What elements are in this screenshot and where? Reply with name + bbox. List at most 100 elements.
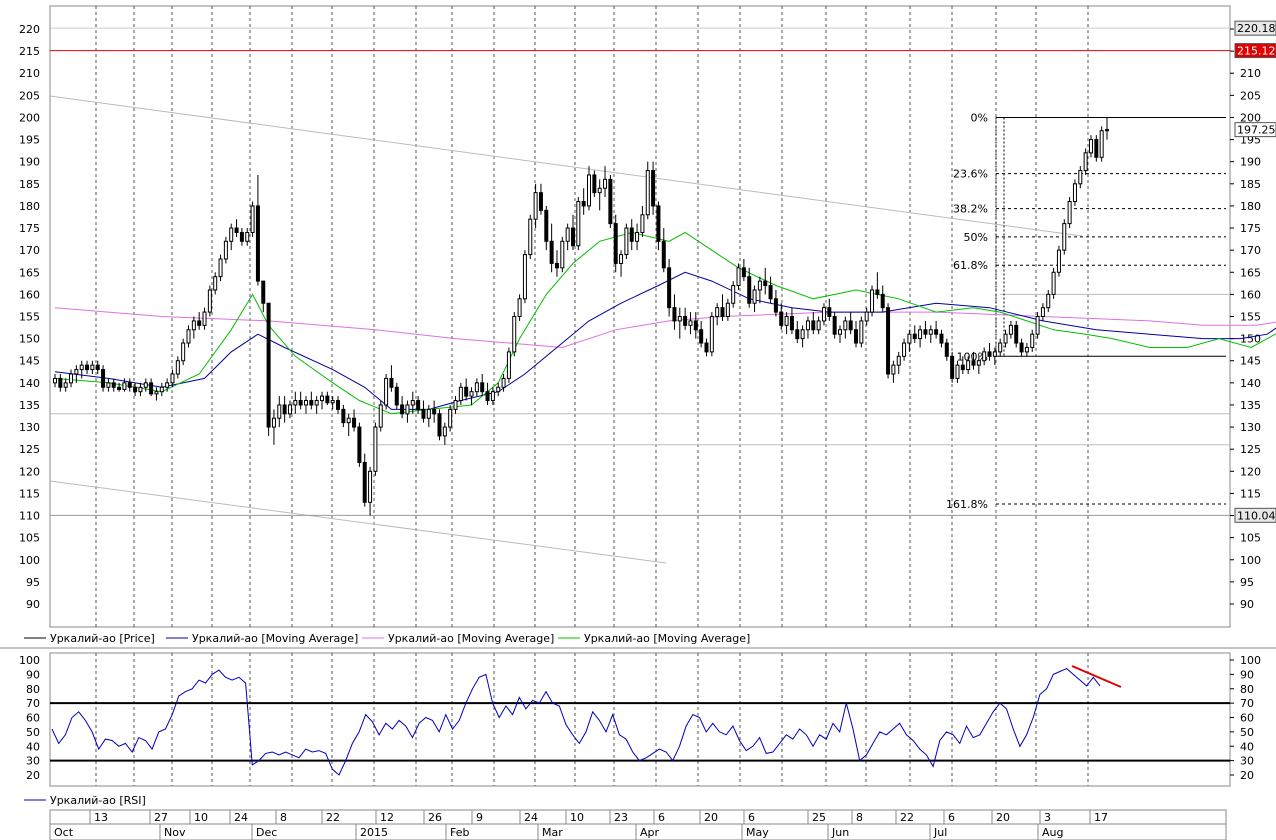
- candle-body: [805, 320, 810, 331]
- week-label-16: 8: [856, 811, 863, 824]
- candle-body: [522, 254, 527, 300]
- candle-body: [544, 209, 549, 242]
- price-ytick-right: 115: [1240, 487, 1261, 500]
- candle-body: [1040, 307, 1045, 317]
- fib-label-6: 161.8%: [946, 498, 988, 511]
- candle-body: [1078, 170, 1083, 185]
- price-ytick-right: 210: [1240, 67, 1261, 80]
- candle-body: [752, 289, 757, 304]
- price-ytick-left: 95: [26, 576, 40, 589]
- high-tag: 220.188: [1237, 22, 1276, 35]
- fib-label-0: 0%: [971, 111, 988, 124]
- low-tag: 110.048: [1237, 509, 1276, 522]
- price-ytick-right: 190: [1240, 156, 1261, 169]
- candle-body: [74, 369, 79, 375]
- candle-body: [1083, 152, 1088, 172]
- week-label-6: 12: [380, 811, 394, 824]
- price-ytick-right: 100: [1240, 554, 1261, 567]
- candle-body: [656, 205, 661, 242]
- price-candles: [53, 117, 1109, 516]
- price-ytick-right: 175: [1240, 222, 1261, 235]
- high-tag-bg: [1234, 20, 1276, 36]
- candle-body: [533, 192, 538, 220]
- fib-label-1: 23.6%: [953, 168, 988, 181]
- candle-body: [175, 360, 180, 375]
- resistance-tag-bg: [1234, 43, 1276, 59]
- month-label-9: Jul: [933, 826, 947, 839]
- price-ytick-right: 170: [1240, 244, 1261, 257]
- candle-body: [474, 382, 479, 393]
- candle-body: [635, 231, 640, 242]
- candle-body: [918, 329, 923, 340]
- ma-blue-line: [54, 271, 1276, 410]
- rsi-ytick-right: 60: [1240, 712, 1254, 725]
- candle-body: [763, 280, 768, 287]
- candle-body: [661, 240, 666, 269]
- candle-body: [458, 386, 463, 402]
- candle-body: [784, 316, 789, 326]
- candle-body: [79, 364, 84, 371]
- candle-body: [528, 218, 533, 256]
- candle-body: [197, 320, 202, 326]
- candle-body: [111, 382, 116, 388]
- candle-body: [389, 377, 394, 388]
- candle-body: [795, 329, 800, 340]
- price-gridlines: [50, 6, 1230, 627]
- candle-body: [207, 289, 212, 313]
- week-label-4: 8: [280, 811, 287, 824]
- candle-body: [837, 329, 842, 335]
- fib-label-2: 38.2%: [953, 203, 988, 216]
- month-label-1: Nov: [164, 826, 186, 839]
- candle-body: [1030, 333, 1035, 348]
- price-ytick-left: 165: [19, 266, 40, 279]
- price-ytick-left: 90: [26, 598, 40, 611]
- rsi-ytick-right: 90: [1240, 668, 1254, 681]
- candle-body: [688, 320, 693, 326]
- price-ytick-right: 90: [1240, 598, 1254, 611]
- candle-body: [501, 377, 506, 388]
- price-ytick-left: 170: [19, 244, 40, 257]
- candle-body: [165, 382, 170, 388]
- candle-body: [453, 400, 458, 410]
- candle-body: [271, 417, 276, 428]
- legend-label-3: Уркалий-ао [Moving Average]: [584, 632, 750, 645]
- price-ytick-left: 175: [19, 222, 40, 235]
- candle-body: [629, 227, 634, 242]
- price-ytick-left: 135: [19, 399, 40, 412]
- rsi-ytick-right: 40: [1240, 740, 1254, 753]
- week-label-11: 23: [614, 811, 628, 824]
- week-label-17: 22: [900, 811, 914, 824]
- candle-body: [693, 320, 698, 331]
- candle-body: [320, 395, 325, 402]
- candle-body: [715, 307, 720, 317]
- candle-body: [554, 262, 559, 269]
- candle-body: [848, 320, 853, 331]
- price-ytick-left: 125: [19, 443, 40, 456]
- candle-body: [223, 240, 228, 260]
- price-ytick-right: 125: [1240, 443, 1261, 456]
- candle-body: [757, 280, 762, 291]
- week-label-13: 20: [704, 811, 718, 824]
- last-price-tag-bg: [1234, 122, 1276, 138]
- candle-body: [490, 391, 495, 402]
- price-ytick-left: 120: [19, 465, 40, 478]
- candle-body: [944, 342, 949, 357]
- trend-channel: [49, 95, 1083, 564]
- candle-body: [373, 426, 378, 472]
- price-ytick-right: 180: [1240, 200, 1261, 213]
- candle-body: [683, 316, 688, 326]
- candle-body: [325, 395, 330, 404]
- candle-body: [63, 382, 68, 388]
- price-ytick-left: 115: [19, 487, 40, 500]
- candle-body: [864, 311, 869, 322]
- candle-body: [394, 386, 399, 406]
- candle-body: [421, 408, 426, 419]
- candle-body: [1062, 223, 1067, 251]
- candle-body: [875, 289, 880, 295]
- candle-body: [912, 333, 917, 340]
- candle-body: [613, 223, 618, 264]
- price-ytick-right: 135: [1240, 399, 1261, 412]
- candle-body: [672, 307, 677, 322]
- candle-body: [138, 386, 143, 393]
